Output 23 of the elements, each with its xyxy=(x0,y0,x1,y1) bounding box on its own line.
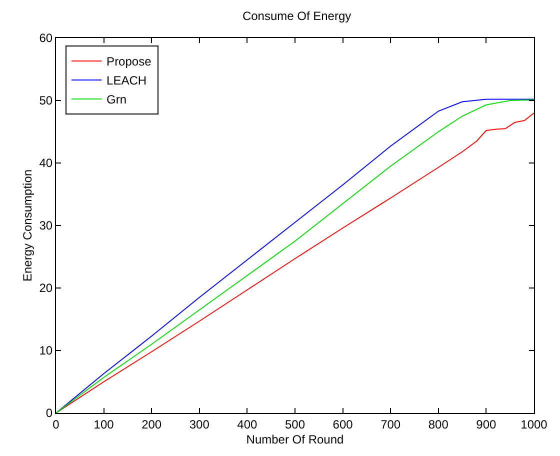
x-tick-label: 1000 xyxy=(520,417,548,432)
x-tick-label: 400 xyxy=(237,417,258,432)
y-tick-label: 0 xyxy=(46,406,53,420)
x-tick-label: 100 xyxy=(94,417,114,432)
y-tick-label: 50 xyxy=(39,94,53,108)
x-tick-label: 300 xyxy=(189,417,210,432)
y-tick-label: 10 xyxy=(39,344,53,358)
x-tick-label: 900 xyxy=(476,417,497,432)
y-tick-label: 60 xyxy=(39,31,53,46)
legend-label: Grn xyxy=(106,92,127,107)
legend-label: LEACH xyxy=(106,74,147,88)
x-tick-label: 200 xyxy=(142,417,162,432)
chart-title: Consume Of Energy xyxy=(242,8,352,23)
x-tick-label: 600 xyxy=(332,417,354,432)
y-tick-label: 20 xyxy=(39,281,53,296)
x-axis-title: Number Of Round xyxy=(246,432,344,446)
y-tick-label: 40 xyxy=(39,156,53,170)
x-tick-label: 700 xyxy=(380,417,401,432)
x-tick-label: 800 xyxy=(428,417,449,432)
y-tick-label: 30 xyxy=(39,218,53,233)
legend-label: Propose xyxy=(106,54,152,69)
y-axis-title: Energy Consumption xyxy=(20,169,35,282)
x-tick-label: 500 xyxy=(284,417,306,432)
